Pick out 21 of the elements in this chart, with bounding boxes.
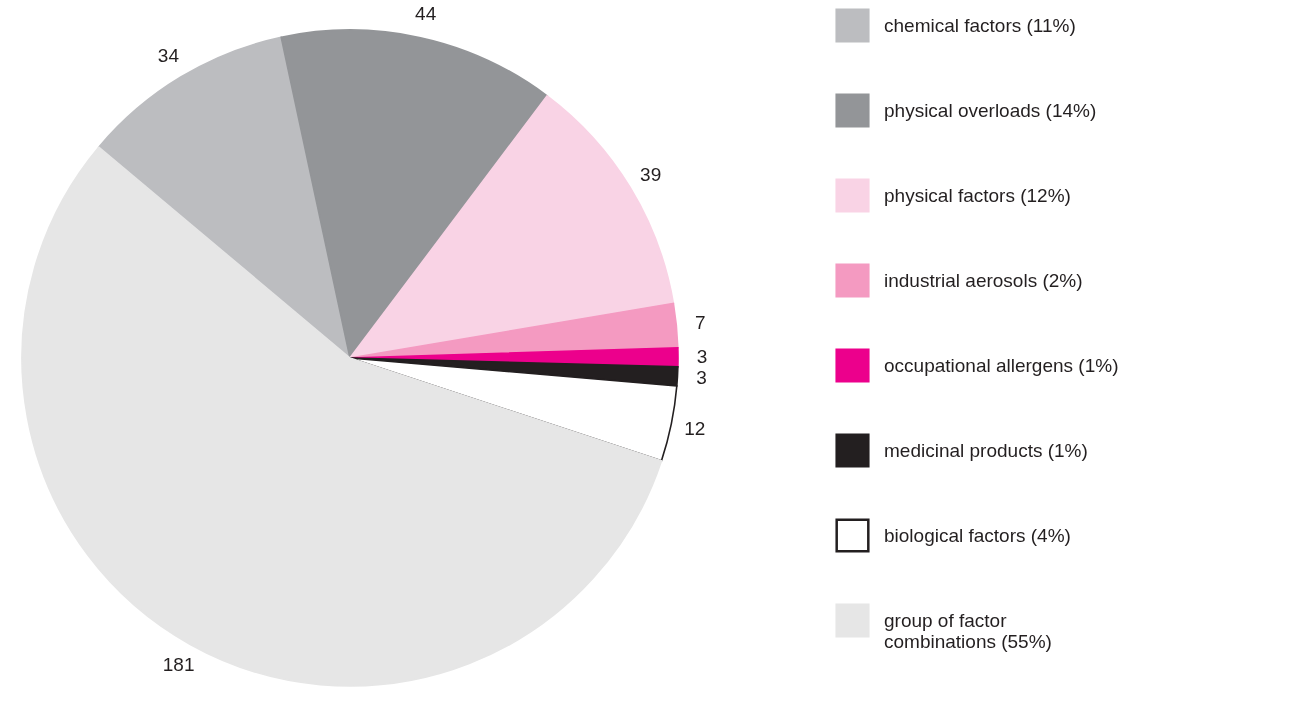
pie-slice xyxy=(21,146,663,687)
legend-label: physical overloads (14%) xyxy=(884,99,1097,121)
data-label: 181 xyxy=(162,654,195,676)
legend-label: chemical factors (11%) xyxy=(884,14,1076,36)
pie-slice xyxy=(280,29,548,359)
legend-label: group of factor combinations (55%) xyxy=(884,609,1052,652)
legend-label: industrial aerosols (2%) xyxy=(884,269,1083,291)
pie-slice xyxy=(349,357,678,462)
data-label: 12 xyxy=(684,417,706,439)
pie-slice xyxy=(97,36,351,359)
data-label: 7 xyxy=(694,312,706,334)
data-label: 34 xyxy=(157,45,180,67)
pie-slice xyxy=(349,95,675,359)
data-label: 39 xyxy=(640,163,662,185)
data-label: 3 xyxy=(696,346,708,368)
data-label: 44 xyxy=(415,3,437,25)
legend-label: biological factors (4%) xyxy=(884,524,1071,546)
legend-label: medicinal products (1%) xyxy=(884,439,1088,461)
legend-label: physical factors (12%) xyxy=(884,184,1071,206)
legend-label: occupational allergens (1%) xyxy=(884,354,1119,376)
data-label: 3 xyxy=(696,366,707,388)
